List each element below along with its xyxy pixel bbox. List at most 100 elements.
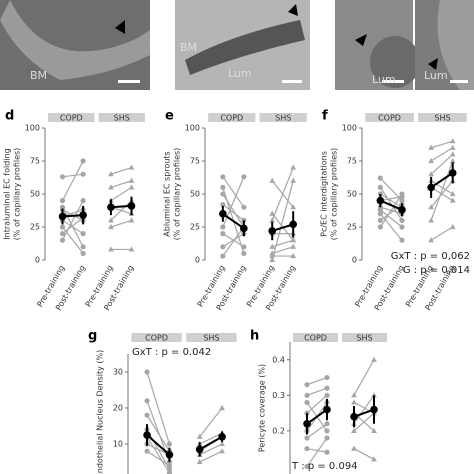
subject-line [353,448,375,460]
data-point [108,171,114,177]
y-tick-label: 25 [30,223,40,232]
data-point [220,184,226,190]
subject-line [61,200,84,241]
subject-line [306,437,328,467]
y-axis-label: Pc/EC interdigitations [320,151,329,237]
data-point [220,253,226,259]
data-point [371,356,377,362]
subject-line [306,394,328,414]
y-tick-label: 50 [190,190,200,199]
group-header [208,113,256,122]
subject-line [199,432,223,445]
group-name: SHS [356,334,372,343]
data-point [377,175,383,181]
data-point [399,237,405,243]
data-point [144,369,150,375]
subject-line [380,193,403,208]
data-point [80,231,86,237]
data-point [351,445,357,451]
data-point [324,421,330,427]
mean-point [376,196,385,205]
mean-point [448,169,457,177]
data-point [108,246,114,252]
annotation: G : p = 0,014 [403,265,470,276]
subject-line [379,193,403,228]
data-point [80,171,86,177]
subject-line [62,173,84,178]
data-point [269,177,276,183]
subject-line [146,450,170,467]
data-point [220,224,226,230]
data-point [377,211,383,217]
data-point [324,374,330,381]
subject-line [353,412,375,432]
subject-line [110,219,132,228]
group-header [342,333,387,342]
data-point [128,246,135,252]
mean-point [107,203,115,211]
group-header [98,113,145,122]
annotation: GxT : p = 0,062 [391,251,470,262]
data-point [59,231,66,237]
micrograph-detail [437,0,474,90]
data-point [428,144,434,150]
data-point [428,217,434,223]
data-point [241,250,247,256]
data-point [196,458,203,465]
y-tick-label: 0.2 [272,426,285,435]
subject-line [430,153,454,175]
mean-point [219,210,227,218]
micrograph-detail [370,36,420,88]
data-point [399,198,405,204]
mean-point [195,445,204,454]
data-point [449,190,456,197]
data-point [304,392,310,398]
group-name: SHS [203,334,219,343]
subject-line [110,180,132,188]
data-point [304,435,310,441]
data-point [128,177,135,183]
panel-label: d [5,109,14,124]
group-header [365,113,414,122]
y-tick-label: 25 [347,223,357,232]
data-point [290,204,297,210]
mean-line [379,199,403,211]
subject-line [271,167,294,221]
mean-point [240,224,248,233]
group-name: COPD [304,334,327,343]
data-point [166,441,173,447]
subject-line [306,448,328,453]
mean-point [127,202,136,210]
data-point [59,224,66,230]
subject-line [306,387,328,396]
y-tick-label: 0 [352,256,357,265]
data-point [449,144,456,150]
group-name: COPD [60,114,83,123]
mean-point [165,451,174,459]
data-point [220,201,226,208]
mean-point [370,405,378,414]
data-point [220,174,226,180]
image-label: Lum [228,67,252,80]
data-point [324,392,330,398]
y-tick-label: 100 [185,124,200,133]
y-axis-label: Endothelial Nucleus Density (%) [96,350,105,474]
subject-line [379,209,403,228]
group-name: SHS [275,114,291,123]
y-tick-label: 0.3 [272,391,285,400]
data-point [290,243,297,249]
mean-point [289,220,298,229]
data-point [449,197,456,203]
group-header [186,333,237,342]
panel-label: g [88,329,97,344]
group-header [418,113,467,122]
y-axis-label: Abluminal EC sprouts [163,151,172,236]
group-header [259,113,307,122]
image-label: Lum [372,73,396,86]
subject-line [222,176,245,228]
mean-point [143,431,151,439]
data-point [304,382,310,388]
subject-line [306,423,328,439]
micrographs [0,0,474,90]
data-point [241,204,247,210]
